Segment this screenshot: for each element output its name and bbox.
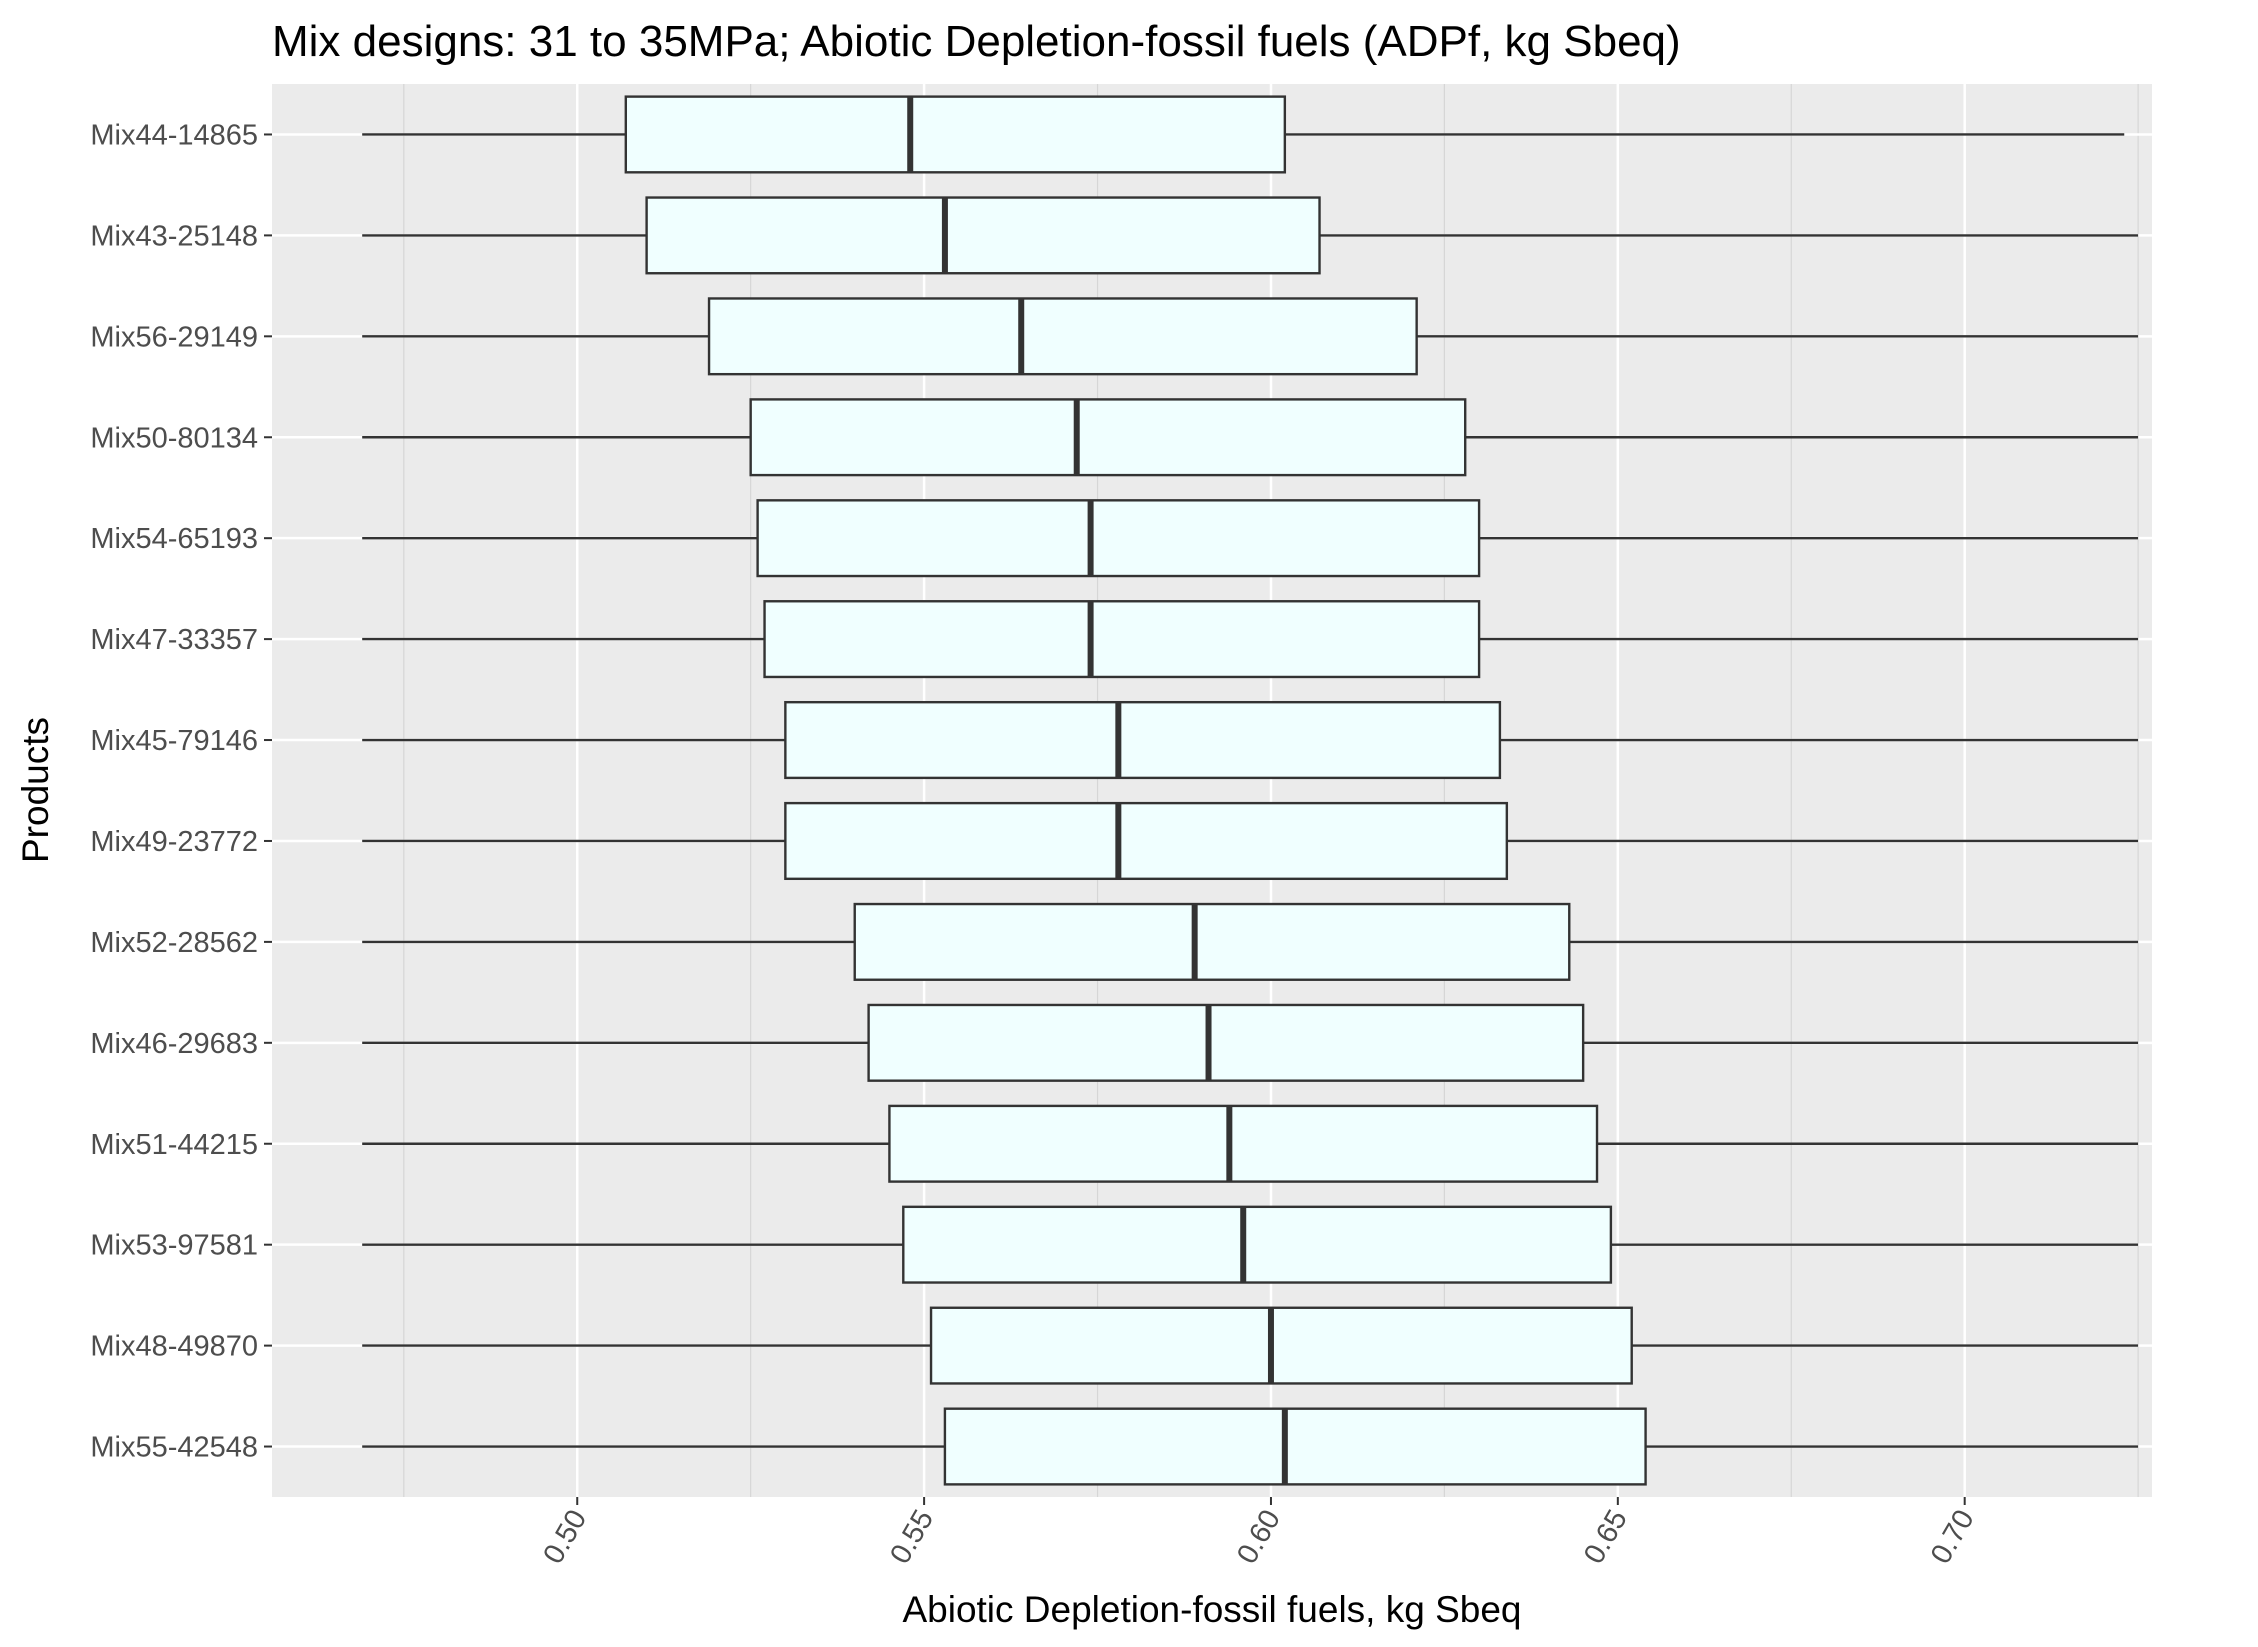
box-iqr	[867, 1003, 1585, 1082]
box-iqr	[853, 902, 1571, 981]
chart-title: Mix designs: 31 to 35MPa; Abiotic Deplet…	[272, 17, 1681, 66]
box-group	[362, 600, 2139, 679]
box-group	[362, 801, 2139, 881]
y-axis-title: Products	[15, 717, 56, 863]
box-group	[362, 700, 2139, 780]
y-tick-label: Mix56-29149	[90, 321, 258, 353]
x-tick-label: 0.65	[1578, 1505, 1634, 1570]
box-iqr	[888, 1104, 1599, 1183]
y-tick-label: Mix53-97581	[90, 1230, 258, 1262]
x-tick-label: 0.60	[1231, 1505, 1287, 1570]
box-group	[362, 1104, 2139, 1183]
box-group	[362, 1306, 2139, 1385]
box-iqr	[929, 1306, 1633, 1385]
box-group	[362, 297, 2139, 376]
y-tick-label: Mix47-33357	[90, 624, 258, 656]
box-iqr	[784, 700, 1502, 780]
y-tick-label: Mix54-65193	[90, 523, 258, 555]
y-axis-ticks: Mix44-14865 Mix43-25148 Mix56-29149 Mix50-8…	[90, 119, 272, 1464]
y-tick-label: Mix45-79146	[90, 725, 258, 757]
y-tick-label: Mix44-14865	[90, 119, 258, 151]
x-axis-title: Abiotic Depletion-fossil fuels, kg Sbeq	[902, 1589, 1521, 1630]
y-tick-label: Mix49-23772	[90, 826, 258, 858]
box-iqr	[707, 297, 1418, 376]
box-group	[362, 196, 2139, 275]
plot-panel	[272, 84, 2152, 1497]
x-tick-label: 0.70	[1925, 1505, 1981, 1570]
y-tick-label: Mix55-42548	[90, 1432, 258, 1464]
box-iqr	[756, 499, 1481, 578]
box-iqr	[763, 600, 1481, 679]
box-group	[362, 95, 2125, 174]
x-tick-label: 0.50	[537, 1505, 593, 1570]
y-tick-label: Mix48-49870	[90, 1331, 258, 1363]
box-group	[362, 398, 2139, 477]
box-group	[362, 1205, 2139, 1284]
y-tick-label: Mix43-25148	[90, 220, 258, 252]
y-tick-label: Mix46-29683	[90, 1028, 258, 1060]
box-group	[362, 1003, 2139, 1082]
y-tick-label: Mix52-28562	[90, 927, 258, 959]
box-iqr	[902, 1205, 1613, 1284]
box-group	[362, 1407, 2139, 1486]
box-group	[362, 902, 2139, 981]
y-tick-label: Mix50-80134	[90, 422, 258, 454]
x-tick-label: 0.55	[884, 1505, 940, 1570]
box-iqr	[749, 398, 1467, 477]
box-series	[362, 95, 2139, 1486]
box-iqr	[784, 801, 1509, 881]
box-iqr	[943, 1407, 1647, 1486]
x-axis-ticks: 0.50 0.55 0.60 0.65 0.70	[537, 1497, 1981, 1570]
box-iqr	[645, 196, 1321, 275]
y-tick-label: Mix51-44215	[90, 1129, 258, 1161]
box-iqr	[624, 95, 1287, 174]
box-group	[362, 499, 2139, 578]
